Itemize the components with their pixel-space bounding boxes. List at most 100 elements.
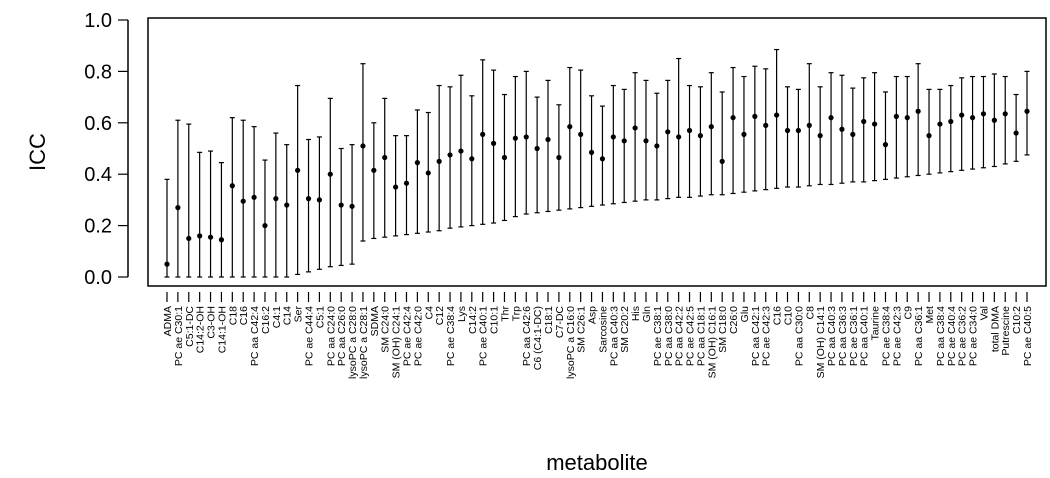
data-point: [480, 131, 486, 137]
data-point-group: [262, 159, 268, 278]
data-point: [447, 152, 453, 158]
data-point: [556, 154, 562, 161]
data-point: [316, 197, 323, 203]
x-tick-label: SM C18:0: [717, 306, 729, 353]
data-point-group: [480, 59, 486, 225]
data-point-group: [784, 86, 791, 188]
data-point-group: [447, 86, 453, 229]
data-point-group: [240, 119, 246, 278]
x-tick-label: SDMA: [369, 306, 381, 336]
data-point-group: [828, 72, 834, 186]
data-point: [828, 115, 834, 121]
y-axis: 0.0 0.2 0.4 0.6 0.8 1.0: [84, 10, 129, 289]
data-point: [458, 148, 464, 154]
data-point: [741, 131, 747, 137]
data-point-group: [697, 86, 704, 197]
data-point-group: [175, 119, 181, 278]
x-tick-label: PC aa C40:3: [608, 306, 620, 366]
x-tick-label: Sarcosine: [597, 306, 609, 353]
data-point-group: [806, 63, 812, 187]
data-point-group: [632, 72, 638, 202]
data-point-group: [926, 88, 932, 175]
y-tick-label: 0.4: [84, 164, 112, 186]
x-tick-label: PC ae C38:4: [880, 306, 892, 366]
x-tick-label: PC aa C24:0: [325, 306, 337, 366]
data-point: [545, 136, 551, 143]
data-point: [414, 160, 420, 166]
data-point-group: [469, 95, 475, 227]
data-point: [338, 202, 344, 208]
x-tick-label: Lys: [456, 306, 468, 322]
data-point: [425, 170, 431, 176]
data-point-group: [534, 96, 540, 214]
data-point-group: [839, 74, 845, 184]
data-point-group: [567, 66, 573, 210]
data-point-group: [556, 104, 562, 211]
data-point-group: [425, 111, 431, 233]
x-tick-label: PC ae C40:1: [478, 306, 490, 366]
x-tick-label: lysoPC a C16:0: [565, 306, 577, 379]
data-point-group: [186, 123, 192, 278]
x-tick-label: C16: [238, 306, 250, 325]
data-point-group: [490, 69, 497, 224]
x-tick-label: Trp: [510, 306, 522, 322]
data-point: [175, 205, 181, 211]
x-tick-label: C10:1: [489, 306, 501, 334]
x-tick-label: Putrescine: [1000, 306, 1012, 356]
plot-frame: [147, 17, 1047, 287]
x-tick-label: C10: [783, 306, 795, 325]
x-tick-label: SM (OH) C24:1: [391, 306, 403, 379]
x-tick-label: C8: [804, 306, 816, 320]
x-tick-label: Glu: [739, 306, 751, 323]
data-point: [512, 135, 518, 141]
data-point-group: [207, 150, 214, 278]
data-point: [893, 113, 899, 119]
data-point: [959, 112, 965, 118]
data-point: [218, 237, 225, 243]
y-tick-label: 1.0: [84, 10, 112, 32]
x-tick-label: PC aa C42:4: [249, 306, 261, 366]
x-tick-label: PC aa C18:1: [695, 306, 707, 366]
data-point-group: [654, 92, 660, 201]
x-tick-label: C4: [423, 306, 435, 320]
data-point: [599, 156, 606, 162]
data-point: [969, 115, 976, 121]
x-tick-label: C6 (C4:1-DC): [532, 306, 544, 370]
data-point-group: [676, 57, 682, 198]
x-tick-label: SM (OH) C14:1: [815, 306, 827, 379]
x-tick-label: C14: [282, 306, 294, 325]
data-point-group: [948, 84, 954, 173]
data-point: [806, 122, 812, 128]
x-tick-label: SM (OH) C16:1: [706, 306, 718, 379]
x-tick-label: PC aa C40:3: [826, 306, 838, 366]
data-point: [1002, 111, 1008, 117]
data-point-group: [1002, 75, 1008, 165]
x-tick-label: total DMA: [989, 306, 1001, 352]
data-point-group: [164, 178, 170, 278]
data-point-group: [284, 144, 290, 278]
y-tick-label: 0.6: [84, 113, 112, 135]
data-point: [262, 223, 268, 229]
data-point-group: [1024, 70, 1030, 156]
data-point-group: [414, 109, 420, 234]
data-point: [948, 118, 954, 125]
x-tick-label: PC ae C40:4: [946, 306, 958, 366]
data-point: [240, 198, 246, 204]
data-point-group: [578, 69, 584, 209]
x-tick-label: Thr: [499, 305, 511, 321]
data-point-group: [719, 91, 725, 196]
data-point: [926, 133, 932, 139]
data-point-group: [686, 84, 693, 198]
data-point: [676, 134, 682, 140]
x-tick-label: C12: [434, 306, 446, 325]
x-tick-label: Ser: [293, 306, 305, 323]
data-point: [305, 196, 312, 202]
data-point: [349, 203, 355, 209]
x-tick-label: PC ae C38:4: [445, 306, 457, 366]
x-tick-label: SM C26:1: [576, 306, 588, 353]
data-point-group: [1013, 93, 1019, 162]
data-point: [327, 171, 333, 177]
data-point: [937, 121, 943, 127]
